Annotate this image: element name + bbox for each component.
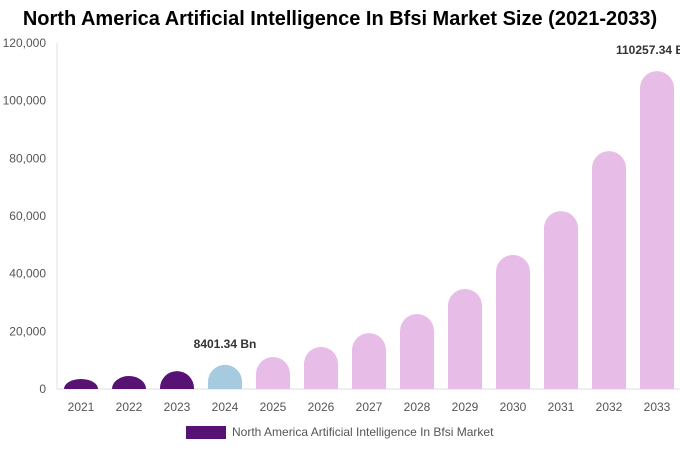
bar-2032 — [592, 151, 626, 389]
bar-2024 — [208, 364, 242, 389]
bar-2030 — [496, 254, 530, 389]
y-tick-label: 120,000 — [3, 36, 47, 50]
x-tick-label: 2026 — [308, 400, 335, 414]
y-tick-label: 0 — [39, 382, 46, 396]
x-tick-label: 2021 — [68, 400, 95, 414]
bar-2029 — [448, 288, 482, 389]
x-tick-label: 2024 — [212, 400, 239, 414]
data-label-2024: 8401.34 Bn — [194, 337, 257, 351]
x-tick-label: 2029 — [452, 400, 479, 414]
legend-swatch — [186, 425, 226, 439]
data-label-2033: 110257.34 Bn — [616, 43, 680, 57]
x-tick-label: 2028 — [404, 400, 431, 414]
legend: North America Artificial Intelligence In… — [186, 425, 493, 439]
bar-2028 — [400, 314, 434, 389]
chart-title: North America Artificial Intelligence In… — [22, 8, 658, 30]
x-tick-label: 2025 — [260, 400, 287, 414]
x-tick-label: 2027 — [356, 400, 383, 414]
x-tick-label: 2030 — [500, 400, 527, 414]
y-tick-label: 40,000 — [9, 267, 46, 281]
x-tick-label: 2023 — [164, 400, 191, 414]
bar-2022 — [112, 376, 146, 389]
y-tick-label: 60,000 — [9, 209, 46, 223]
bar-2026 — [304, 346, 338, 389]
x-tick-label: 2032 — [596, 400, 623, 414]
x-tick-label: 2022 — [116, 400, 143, 414]
bar-2023 — [160, 371, 194, 389]
bar-2031 — [544, 211, 578, 389]
bar-2027 — [352, 333, 386, 389]
y-tick-label: 80,000 — [9, 151, 46, 165]
y-tick-label: 100,000 — [3, 94, 47, 108]
legend-label: North America Artificial Intelligence In… — [232, 425, 494, 439]
bar-2033 — [640, 71, 674, 389]
y-tick-label: 20,000 — [9, 324, 46, 338]
x-tick-label: 2031 — [548, 400, 575, 414]
bar-2025 — [256, 356, 290, 389]
bar-2021 — [64, 378, 98, 389]
x-tick-label: 2033 — [644, 400, 671, 414]
